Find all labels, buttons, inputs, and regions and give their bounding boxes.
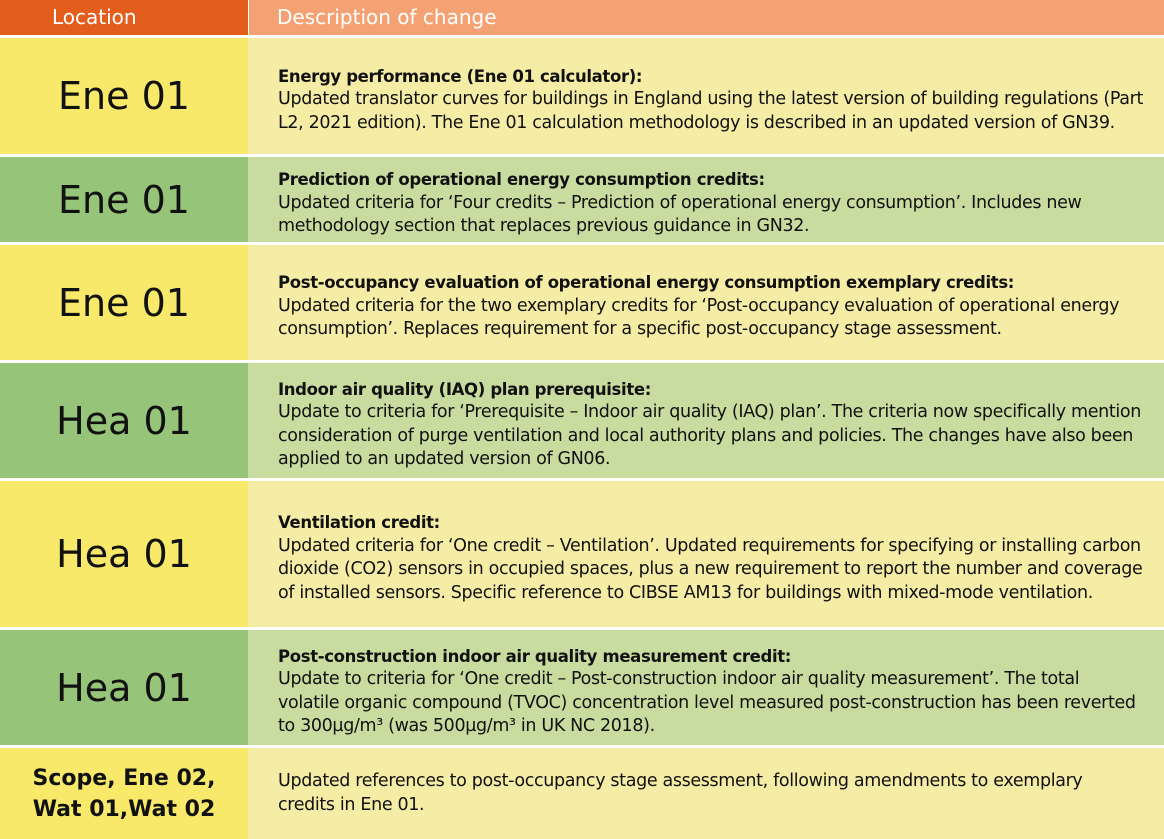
row-description: Post-construction indoor air quality mea… (248, 630, 1164, 745)
row-description: Ventilation credit: Updated criteria for… (248, 481, 1164, 627)
row-title: Prediction of operational energy consump… (278, 170, 765, 190)
row-location: Hea 01 (0, 630, 248, 745)
row-title: Indoor air quality (IAQ) plan prerequisi… (278, 379, 651, 399)
table-row: Ene 01 Energy performance (Ene 01 calcul… (0, 35, 1164, 154)
table-row: Ene 01 Prediction of operational energy … (0, 154, 1164, 242)
row-location: Ene 01 (0, 157, 248, 242)
table-row: Hea 01 Post-construction indoor air qual… (0, 627, 1164, 745)
row-title: Ventilation credit: (278, 513, 440, 532)
row-description: Post-occupancy evaluation of operational… (248, 245, 1164, 360)
row-description: Updated references to post-occupancy sta… (248, 748, 1164, 839)
row-body: Updated criteria for the two exemplary c… (278, 295, 1120, 340)
table-row: Hea 01 Indoor air quality (IAQ) plan pre… (0, 360, 1164, 478)
row-location: Scope, Ene 02, Wat 01,Wat 02 (0, 748, 248, 839)
row-location: Hea 01 (0, 481, 248, 627)
row-title: Energy performance (Ene 01 calculator): (278, 66, 643, 86)
header-location: Location (0, 0, 248, 35)
row-location: Ene 01 (0, 38, 248, 154)
row-body: Update to criteria for ‘One credit – Pos… (278, 669, 1136, 736)
table-header: Location Description of change (0, 0, 1164, 35)
table-row: Scope, Ene 02, Wat 01,Wat 02 Updated ref… (0, 745, 1164, 839)
row-body: Updated references to post-occupancy sta… (278, 771, 1083, 815)
row-title: Post-construction indoor air quality mea… (278, 646, 792, 666)
row-title: Post-occupancy evaluation of operational… (278, 273, 1015, 293)
row-body: Update to criteria for ‘Prerequisite – I… (278, 402, 1141, 469)
row-body: Updated translator curves for buildings … (278, 89, 1143, 133)
row-description: Energy performance (Ene 01 calculator): … (248, 38, 1164, 154)
row-description: Prediction of operational energy consump… (248, 157, 1164, 242)
header-description: Description of change (248, 0, 1164, 35)
table-row: Ene 01 Post-occupancy evaluation of oper… (0, 242, 1164, 360)
row-location: Hea 01 (0, 363, 248, 478)
row-body: Updated criteria for ‘Four credits – Pre… (278, 192, 1082, 237)
table-row: Hea 01 Ventilation credit: Updated crite… (0, 478, 1164, 627)
row-location: Ene 01 (0, 245, 248, 360)
row-body: Updated criteria for ‘One credit – Venti… (278, 535, 1143, 603)
row-description: Indoor air quality (IAQ) plan prerequisi… (248, 363, 1164, 478)
